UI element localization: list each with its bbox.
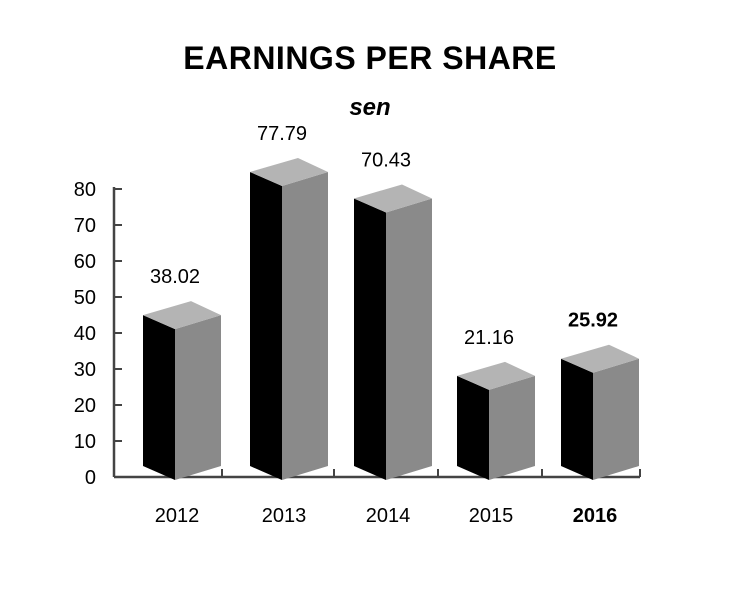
y-tick-label: 40 [74, 323, 96, 345]
y-tick-label: 70 [74, 215, 96, 237]
value-label-2012: 38.02 [150, 266, 200, 288]
category-label-2012: 2012 [155, 505, 200, 527]
bar-side-face [282, 171, 328, 480]
bar-front-face [354, 198, 386, 480]
bar-2016 [561, 344, 639, 480]
value-label-2016: 25.92 [568, 310, 618, 332]
category-label-2015: 2015 [469, 505, 514, 527]
value-labels: 38.02 77.79 70.43 21.16 25.92 [150, 123, 618, 349]
y-tick-label: 80 [74, 179, 96, 201]
value-label-2015: 21.16 [464, 327, 514, 349]
x-axis [114, 469, 641, 479]
category-labels: 2012 2013 2014 2015 2016 [155, 505, 618, 527]
bars [143, 157, 639, 480]
bar-side-face [386, 198, 432, 480]
bar-front-face [143, 315, 175, 480]
chart-title: EARNINGS PER SHARE [183, 40, 557, 76]
bar-front-face [561, 358, 593, 480]
bar-2013 [250, 157, 328, 480]
value-label-2014: 70.43 [361, 149, 411, 171]
bar-top-face [250, 157, 328, 186]
category-label-2014: 2014 [366, 505, 411, 527]
bar-side-face [175, 315, 221, 480]
y-axis: 0 10 20 30 40 50 60 70 80 [74, 179, 122, 489]
bar-2014 [354, 184, 432, 480]
bar-top-face [561, 344, 639, 373]
y-tick-label: 10 [74, 431, 96, 453]
y-tick-label: 20 [74, 395, 96, 417]
category-label-2016: 2016 [573, 505, 618, 527]
bar-front-face [250, 171, 282, 480]
chart-subtitle: sen [349, 94, 391, 121]
value-label-2013: 77.79 [257, 123, 307, 145]
y-tick-label: 50 [74, 287, 96, 309]
bar-side-face [593, 358, 639, 480]
bar-side-face [489, 375, 535, 480]
bar-2015 [457, 361, 535, 480]
bar-2012 [143, 301, 221, 480]
y-tick-label: 0 [85, 467, 96, 489]
y-tick-label: 60 [74, 251, 96, 273]
y-tick-label: 30 [74, 359, 96, 381]
bar-front-face [457, 375, 489, 480]
bar-top-face [354, 184, 432, 213]
category-label-2013: 2013 [262, 505, 307, 527]
bar-top-face [457, 361, 535, 390]
bar-top-face [143, 301, 221, 330]
